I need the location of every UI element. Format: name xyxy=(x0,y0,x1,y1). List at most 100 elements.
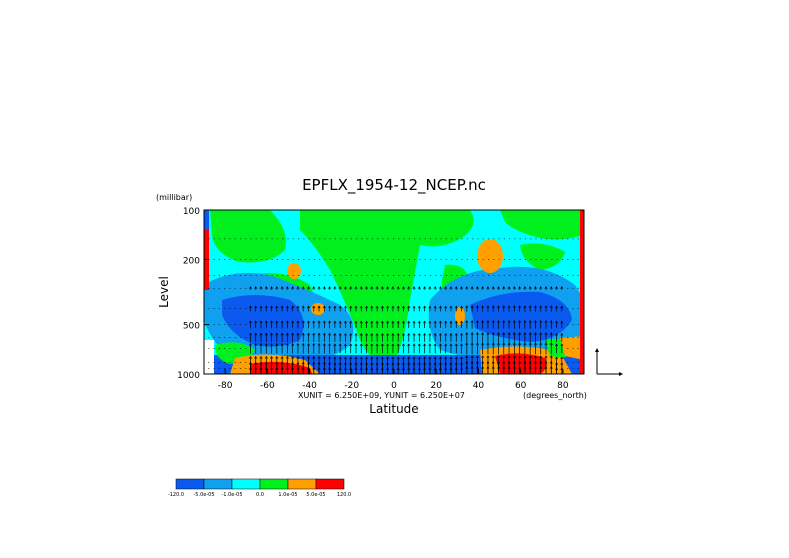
vector-arrowhead xyxy=(454,367,458,371)
vector-arrowhead xyxy=(523,320,527,323)
vector-arrowhead xyxy=(433,305,437,309)
vector-arrowhead xyxy=(539,332,543,335)
vector-arrowhead xyxy=(349,332,353,336)
vector-arrowhead xyxy=(512,355,516,359)
vector-arrowhead xyxy=(386,305,390,309)
colorbar-swatch xyxy=(315,478,345,490)
vector-arrowhead xyxy=(312,366,316,370)
vector-arrowhead xyxy=(370,343,374,347)
vector-arrowhead xyxy=(528,286,532,289)
x-tick-label: -20 xyxy=(344,381,359,391)
vector-arrowhead xyxy=(365,367,369,371)
vector-arrowhead xyxy=(386,286,390,289)
vector-arrowhead xyxy=(301,366,305,370)
vector-arrowhead xyxy=(380,367,384,371)
vector-arrowhead xyxy=(523,286,527,289)
vector-arrowhead xyxy=(481,355,485,359)
colorbar-swatch xyxy=(287,478,317,490)
vector-arrowhead xyxy=(317,361,321,365)
vector-arrowhead xyxy=(343,332,347,336)
vector-arrowhead xyxy=(428,332,432,336)
vector-arrowhead xyxy=(380,320,384,324)
vector-arrowhead xyxy=(560,343,564,347)
vector-arrowhead xyxy=(328,366,332,370)
vector-arrowhead xyxy=(497,305,500,308)
vector-arrowhead xyxy=(396,343,400,347)
vector-arrowhead xyxy=(317,356,321,359)
vector-arrowhead xyxy=(301,286,305,289)
vector-arrowhead xyxy=(380,305,384,309)
x-tick-label: 80 xyxy=(557,381,569,391)
vector-arrowhead xyxy=(428,362,432,365)
vector-arrowhead xyxy=(370,286,374,289)
vector-arrowhead xyxy=(354,367,358,371)
colorbar-swatch xyxy=(203,478,233,490)
x-tick-label: -60 xyxy=(260,381,275,391)
vector-arrowhead xyxy=(502,320,506,323)
vector-arrowhead xyxy=(275,366,279,370)
vector-arrowhead xyxy=(481,286,485,289)
vector-arrowhead xyxy=(254,320,258,324)
vector-arrowhead xyxy=(454,305,458,309)
vector-arrowhead xyxy=(438,286,442,289)
vector-arrowhead xyxy=(486,342,490,346)
vector-arrowhead xyxy=(491,305,495,308)
vector-arrowhead xyxy=(296,320,300,324)
vector-arrowhead xyxy=(248,305,252,309)
vector-arrowhead xyxy=(333,286,337,289)
vector-arrowhead xyxy=(486,366,490,369)
y-unit-label: (millibar) xyxy=(156,193,192,202)
vector-arrowhead xyxy=(470,320,474,323)
region-edge-south-red xyxy=(204,230,209,290)
vector-arrowhead xyxy=(555,356,559,360)
vector-arrowhead xyxy=(280,332,284,336)
vector-arrowhead xyxy=(497,342,500,346)
vector-arrowhead xyxy=(359,286,363,289)
vector-arrowhead xyxy=(449,367,453,371)
vector-arrowhead xyxy=(296,361,300,365)
vector-arrowhead xyxy=(296,305,300,309)
vector-arrowhead xyxy=(417,332,421,336)
vector-arrowhead xyxy=(396,305,400,309)
vector-arrowhead xyxy=(359,332,363,336)
vector-arrowhead xyxy=(412,362,416,365)
x-tick-label: 40 xyxy=(473,381,485,391)
vector-arrowhead xyxy=(560,320,564,324)
vector-arrowhead xyxy=(481,332,485,335)
vector-arrowhead xyxy=(518,366,522,369)
x-tick-label: -80 xyxy=(218,381,233,391)
vector-arrowhead xyxy=(264,320,268,324)
vector-arrowhead xyxy=(259,286,263,289)
region-edge-north-red xyxy=(580,210,584,374)
vector-arrowhead xyxy=(512,366,516,369)
region-orange-blob-1 xyxy=(287,263,301,279)
vector-arrowhead xyxy=(396,286,400,289)
vector-arrowhead xyxy=(523,355,527,359)
vector-arrowhead xyxy=(375,286,379,289)
vector-arrowhead xyxy=(428,305,432,309)
x-tick-label: 20 xyxy=(430,381,442,391)
vector-arrowhead xyxy=(354,305,358,309)
x-tick-label: 0 xyxy=(391,381,397,391)
colorbar-label: 1.0e-05 xyxy=(278,492,297,498)
vector-arrowhead xyxy=(533,342,537,346)
vector-arrowhead xyxy=(317,305,321,309)
vector-arrowhead xyxy=(296,286,300,289)
vector-arrowhead xyxy=(502,355,506,359)
vector-arrowhead xyxy=(307,366,310,370)
vector-arrowhead xyxy=(475,320,479,323)
vector-arrowhead xyxy=(333,332,337,336)
vector-arrowhead xyxy=(502,360,506,364)
vector-arrowhead xyxy=(285,305,289,309)
vector-arrowhead xyxy=(391,343,395,347)
vector-arrowhead xyxy=(449,332,453,336)
vector-arrowhead xyxy=(465,320,469,323)
vector-arrowhead xyxy=(502,332,506,335)
vector-arrowhead xyxy=(270,343,274,346)
vector-arrowhead xyxy=(481,305,485,308)
colorbar: -120.0 -5.0e-05 -1.0e-05 0.0 1.0e-05 5.0e-05 1… xyxy=(168,478,351,498)
vector-arrowhead xyxy=(454,286,458,289)
vector-arrowhead xyxy=(343,286,347,289)
vector-arrowhead xyxy=(343,367,347,371)
vector-arrowhead xyxy=(417,305,421,309)
